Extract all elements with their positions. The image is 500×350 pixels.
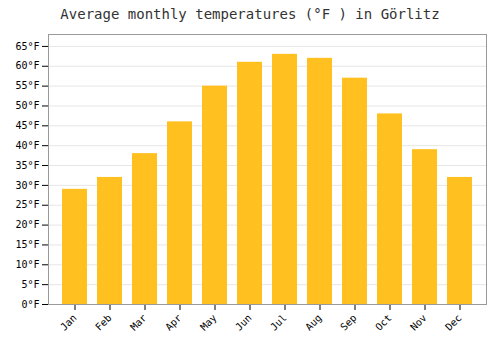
svg-text:Sep: Sep [338,312,359,333]
svg-text:Jul: Jul [268,312,289,333]
svg-text:30°F: 30°F [15,180,39,191]
svg-text:20°F: 20°F [15,219,39,230]
svg-text:55°F: 55°F [15,80,39,91]
svg-text:May: May [198,312,219,333]
svg-text:Oct: Oct [373,312,394,333]
svg-text:15°F: 15°F [15,239,39,250]
svg-text:Aug: Aug [303,312,324,333]
svg-text:50°F: 50°F [15,100,39,111]
svg-text:Jan: Jan [58,312,79,333]
svg-text:Nov: Nov [408,312,429,333]
svg-text:Apr: Apr [163,312,184,333]
svg-text:40°F: 40°F [15,140,39,151]
svg-text:65°F: 65°F [15,41,39,52]
svg-text:Dec: Dec [443,312,464,333]
svg-text:45°F: 45°F [15,120,39,131]
html-text:Average monthly temperatures (: Average monthly temperatures (°F ) in Gö… [60,6,440,22]
svg-text:35°F: 35°F [15,160,39,171]
svg-text:0°F: 0°F [21,299,39,310]
svg-text:5°F: 5°F [21,279,39,290]
svg-text:Jun: Jun [233,312,254,333]
svg-text:60°F: 60°F [15,60,39,71]
svg-text:Mar: Mar [128,312,149,333]
svg-text:10°F: 10°F [15,259,39,270]
svg-text:25°F: 25°F [15,199,39,210]
svg-text:Feb: Feb [93,312,114,333]
